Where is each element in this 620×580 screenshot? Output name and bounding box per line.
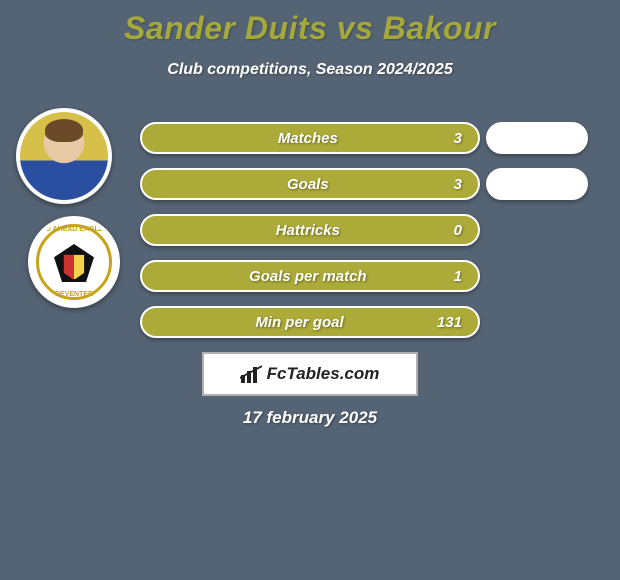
stat-label: Matches — [142, 130, 454, 147]
stat-row: Hattricks0 — [140, 214, 600, 246]
date-text: 17 february 2025 — [0, 408, 620, 428]
stat-row: Goals3 — [140, 168, 600, 200]
stat-rows: Matches3Goals3Hattricks0Goals per match1… — [140, 122, 600, 352]
stat-bar-right — [486, 122, 588, 154]
avatar-stack: GO AHEAD EAGLES DEVENTER — [8, 108, 118, 308]
stat-label: Goals per match — [142, 268, 454, 285]
stat-label: Min per goal — [142, 314, 437, 331]
stat-value-left: 3 — [454, 130, 462, 147]
player-avatar — [16, 108, 112, 204]
stat-label: Goals — [142, 176, 454, 193]
crest-top-text: GO AHEAD EAGLES — [32, 226, 116, 233]
stat-row: Goals per match1 — [140, 260, 600, 292]
stat-bar-left: Goals per match1 — [140, 260, 480, 292]
stat-bar-right — [486, 168, 588, 200]
crest-bottom-text: DEVENTER — [32, 291, 116, 298]
stat-bar-left: Hattricks0 — [140, 214, 480, 246]
player-hair-placeholder — [45, 119, 84, 142]
page-title: Sander Duits vs Bakour — [0, 0, 620, 47]
stat-row: Min per goal131 — [140, 306, 600, 338]
stat-value-left: 3 — [454, 176, 462, 193]
page-subtitle: Club competitions, Season 2024/2025 — [0, 61, 620, 79]
comparison-card: Sander Duits vs Bakour Club competitions… — [0, 0, 620, 580]
stat-value-left: 1 — [454, 268, 462, 285]
stat-bar-left: Matches3 — [140, 122, 480, 154]
stat-bar-left: Min per goal131 — [140, 306, 480, 338]
stat-value-left: 131 — [437, 314, 462, 331]
brand-chart-icon — [241, 365, 261, 383]
club-crest: GO AHEAD EAGLES DEVENTER — [28, 216, 120, 308]
stat-label: Hattricks — [142, 222, 454, 239]
stat-bar-left: Goals3 — [140, 168, 480, 200]
stat-value-left: 0 — [454, 222, 462, 239]
brand-text: FcTables.com — [267, 364, 380, 384]
brand-box: FcTables.com — [202, 352, 418, 396]
stat-row: Matches3 — [140, 122, 600, 154]
